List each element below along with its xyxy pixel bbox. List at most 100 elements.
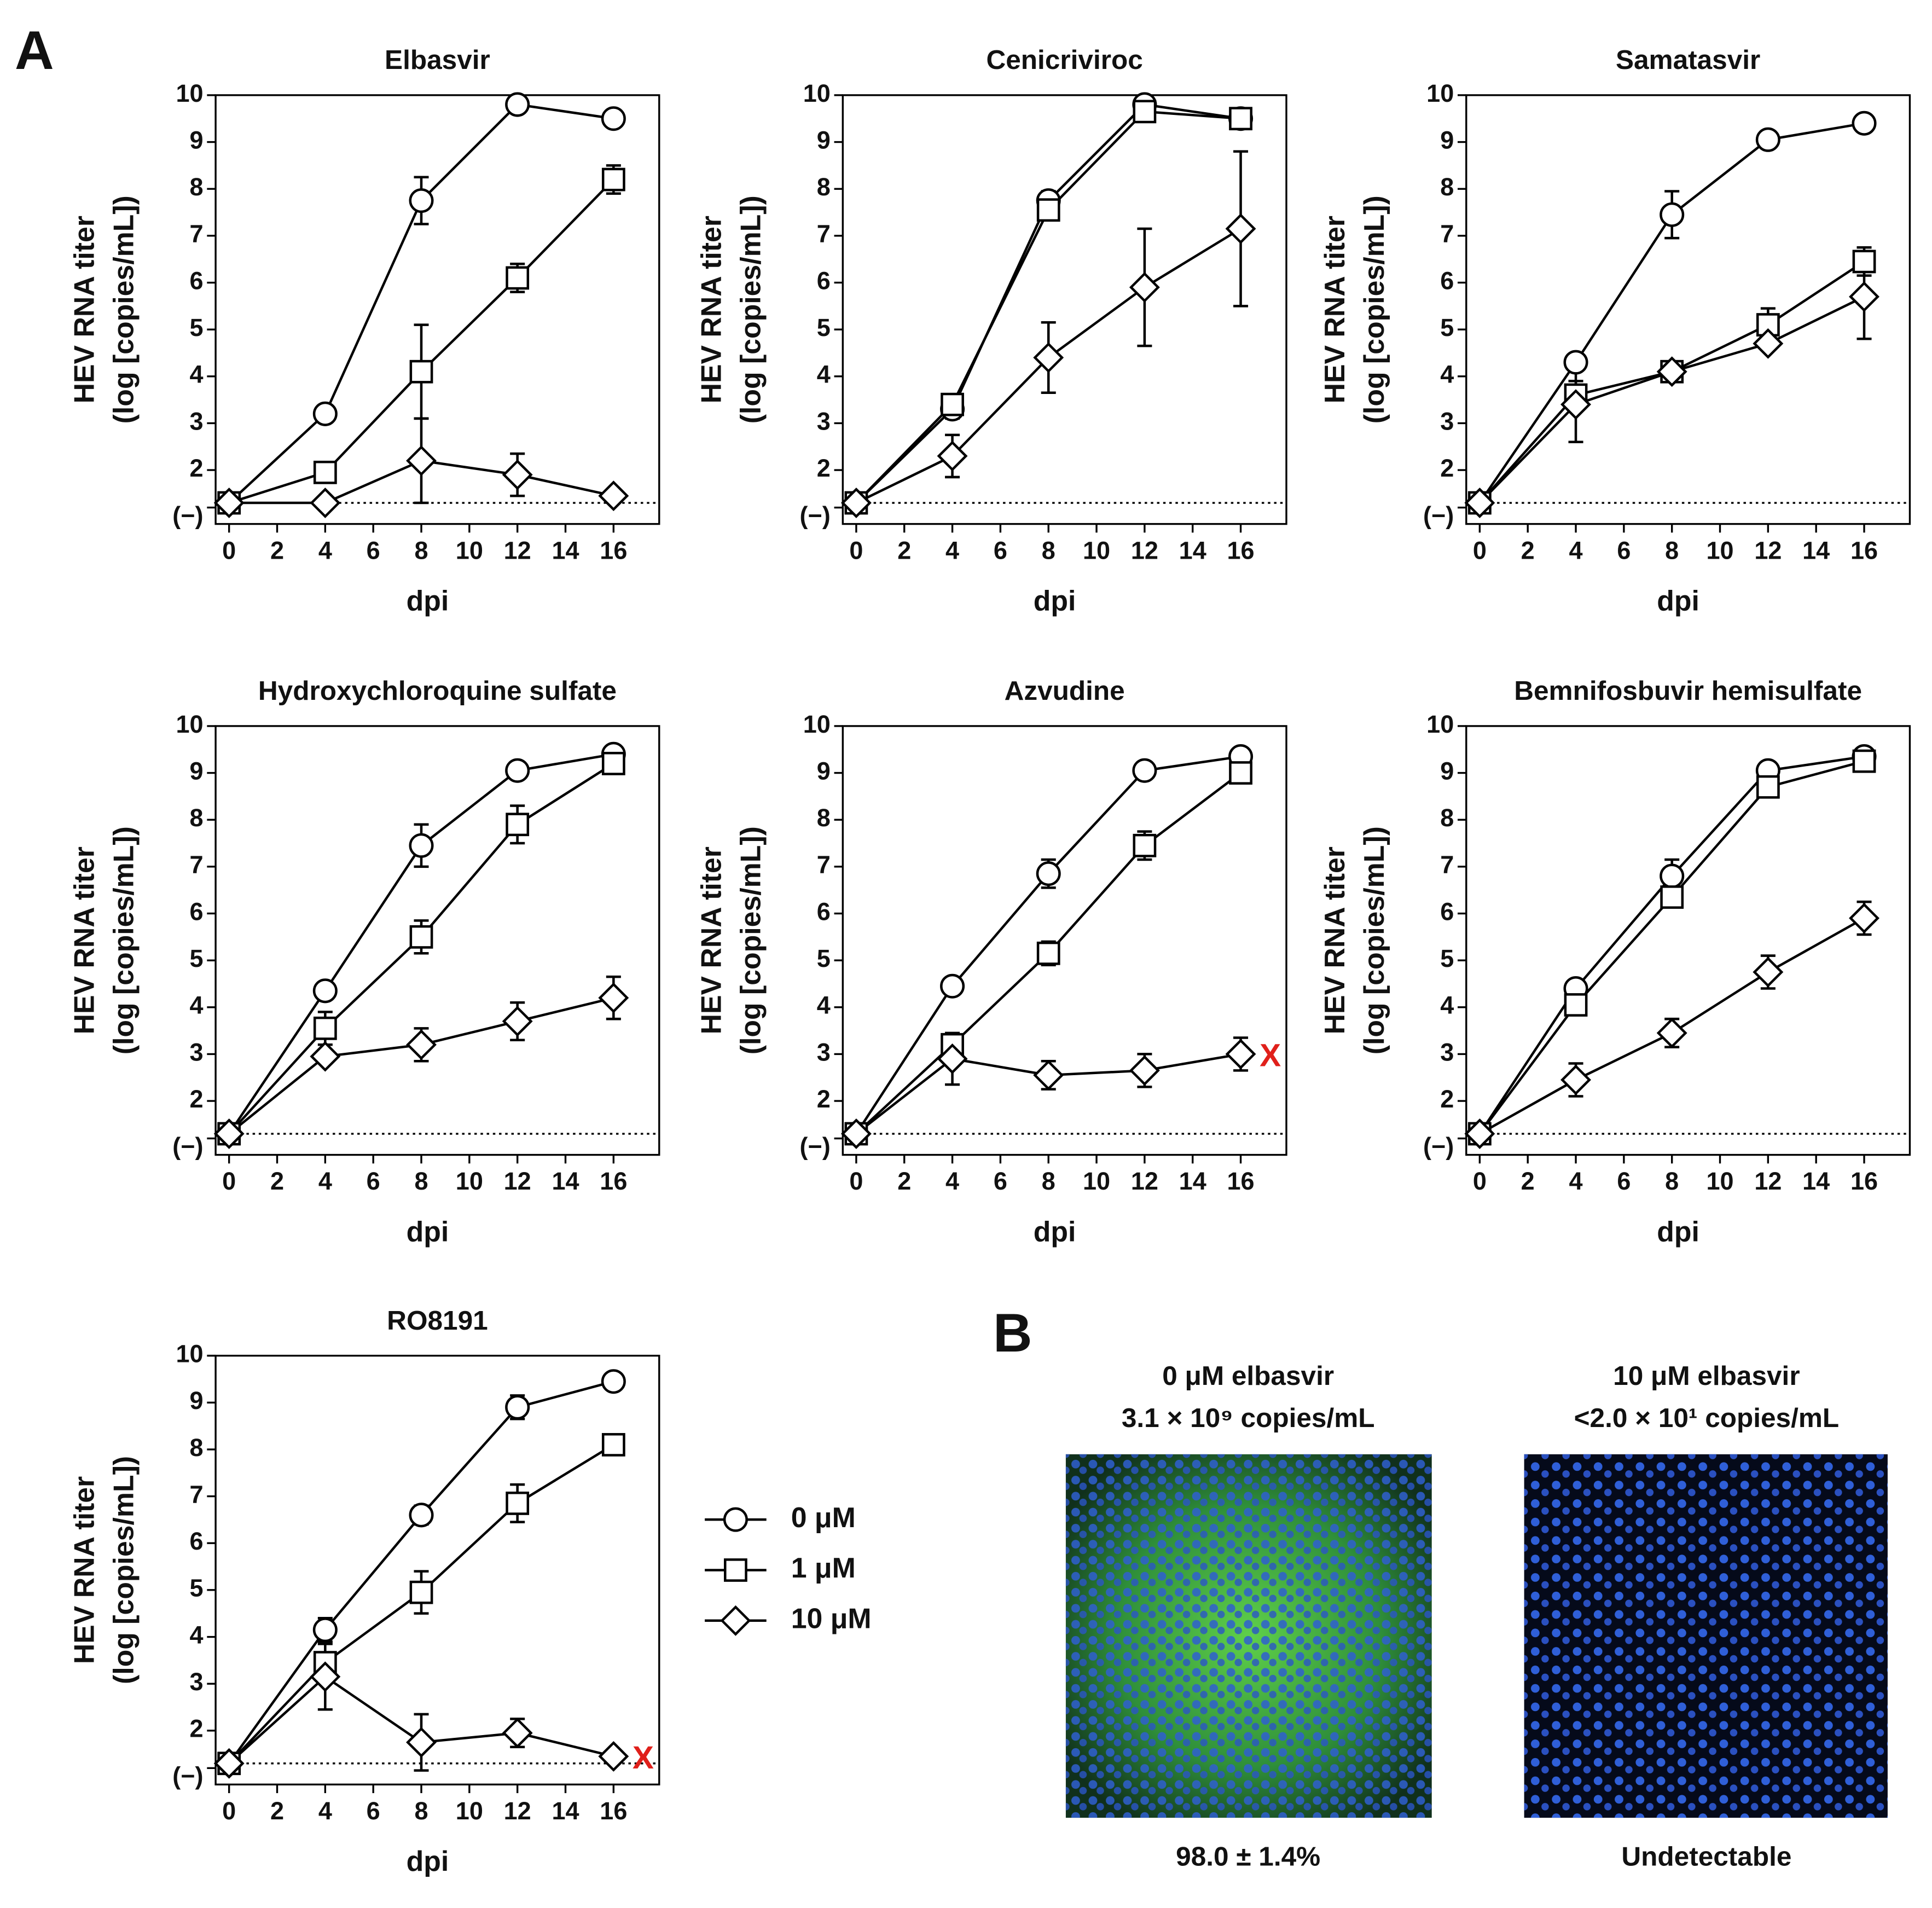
legend-label: 1 μM — [791, 1552, 856, 1584]
x-tick-label: 8 — [414, 1797, 428, 1825]
y-tick-label: 10 — [803, 710, 831, 738]
marker — [1033, 1060, 1064, 1091]
y-tick-label: 8 — [817, 173, 831, 201]
marker — [213, 1118, 245, 1149]
y-tick-label: 5 — [1440, 314, 1454, 341]
marker — [502, 1718, 533, 1749]
x-tick-label: 2 — [897, 536, 911, 564]
y-tick-label: 4 — [817, 361, 831, 388]
x-tick-label: 10 — [1083, 536, 1110, 564]
image-title: 0 μM elbasvir — [1162, 1361, 1334, 1391]
x-tick-label: 6 — [994, 536, 1007, 564]
marker — [310, 1661, 341, 1692]
chart-title: Bemnifosbuvir hemisulfate — [1514, 676, 1862, 706]
marker — [1849, 281, 1879, 312]
x-tick-label: 0 — [1473, 1167, 1487, 1195]
marker — [505, 92, 530, 117]
marker — [409, 359, 433, 384]
y-tick-label: 9 — [190, 757, 204, 785]
marker — [1852, 250, 1876, 274]
marker — [506, 266, 530, 290]
micrograph-nuclei — [1524, 1454, 1888, 1818]
marker — [409, 1503, 434, 1528]
x-tick-label: 12 — [1131, 1167, 1158, 1195]
marker — [1129, 272, 1160, 303]
marker — [840, 488, 872, 518]
x-tick-label: 6 — [367, 536, 380, 564]
marker — [937, 440, 968, 472]
y-tick-label: (−) — [800, 1132, 831, 1160]
marker — [502, 1006, 533, 1037]
x-tick-label: 8 — [414, 1167, 428, 1195]
y-tick-label: 9 — [817, 126, 831, 154]
y-tick-label: 5 — [1440, 944, 1454, 972]
y-tick-label: (−) — [1423, 1132, 1454, 1160]
panel-label: B — [993, 1302, 1032, 1363]
plot-frame — [1465, 94, 1911, 525]
x-tick-label: 16 — [600, 536, 627, 564]
x-tick-label: 12 — [504, 1797, 531, 1825]
marker — [1133, 100, 1157, 124]
y-tick-label: 8 — [1440, 804, 1454, 832]
marker — [1036, 861, 1061, 886]
x-tick-label: 10 — [456, 536, 483, 564]
series-line — [1478, 122, 1865, 504]
y-tick-label: 9 — [1440, 757, 1454, 785]
image-titer: <2.0 × 10¹ copies/mL — [1574, 1403, 1840, 1433]
marker — [1656, 1017, 1687, 1048]
marker — [1033, 342, 1064, 373]
y-tick-label: 6 — [190, 897, 204, 925]
y-tick-label: 5 — [817, 944, 831, 972]
y-axis-label: (log [copies/mL]) — [107, 195, 139, 424]
y-tick-label: (−) — [172, 1762, 203, 1790]
x-axis-label: dpi — [407, 1215, 449, 1247]
micrograph-nuclei — [1065, 1454, 1432, 1818]
series-line — [1478, 755, 1865, 1135]
x-tick-label: 16 — [1850, 1167, 1878, 1195]
x-tick-label: 4 — [945, 536, 959, 564]
y-axis-label: HEV RNA titer — [68, 846, 100, 1034]
x-tick-label: 2 — [270, 1797, 284, 1825]
x-tick-label: 16 — [1850, 536, 1878, 564]
y-tick-label: 4 — [190, 991, 204, 1019]
series-line — [855, 110, 1241, 504]
marker — [406, 445, 437, 476]
y-tick-label: 10 — [1426, 710, 1454, 738]
y-tick-label: 7 — [817, 851, 831, 879]
y-tick-label: 9 — [817, 757, 831, 785]
y-tick-label: 5 — [817, 314, 831, 341]
marker — [1036, 198, 1060, 222]
image-result: Undetectable — [1621, 1841, 1791, 1871]
marker — [1656, 356, 1687, 387]
marker — [601, 1433, 625, 1457]
x-axis-label: dpi — [407, 584, 449, 616]
marker — [1849, 903, 1879, 934]
x-tick-label: 6 — [1617, 1167, 1631, 1195]
x-tick-label: 12 — [1131, 536, 1158, 564]
y-tick-label: (−) — [172, 1132, 203, 1160]
marker — [312, 978, 338, 1004]
y-tick-label: 5 — [190, 314, 204, 341]
y-tick-label: 8 — [1440, 173, 1454, 201]
marker — [505, 1395, 530, 1420]
marker — [506, 813, 530, 837]
series-line — [1478, 759, 1865, 1135]
chart-title: Azvudine — [1005, 676, 1125, 706]
y-tick-label: 6 — [1440, 897, 1454, 925]
x-axis-label: dpi — [1034, 584, 1076, 616]
marker — [1852, 111, 1877, 136]
y-tick-label: 6 — [817, 266, 831, 294]
marker — [406, 1029, 437, 1060]
y-tick-label: 3 — [1440, 407, 1454, 435]
legend-label: 10 μM — [791, 1602, 872, 1634]
marker — [213, 1748, 245, 1779]
x-tick-label: 10 — [456, 1797, 483, 1825]
x-tick-label: 16 — [600, 1167, 627, 1195]
x-tick-label: 16 — [1227, 536, 1255, 564]
marker — [1464, 1118, 1495, 1149]
y-axis-label: (log [copies/mL]) — [1358, 826, 1390, 1054]
x-axis-label: dpi — [407, 1845, 449, 1877]
y-axis-label: HEV RNA titer — [1319, 216, 1350, 403]
x-tick-label: 2 — [897, 1167, 911, 1195]
